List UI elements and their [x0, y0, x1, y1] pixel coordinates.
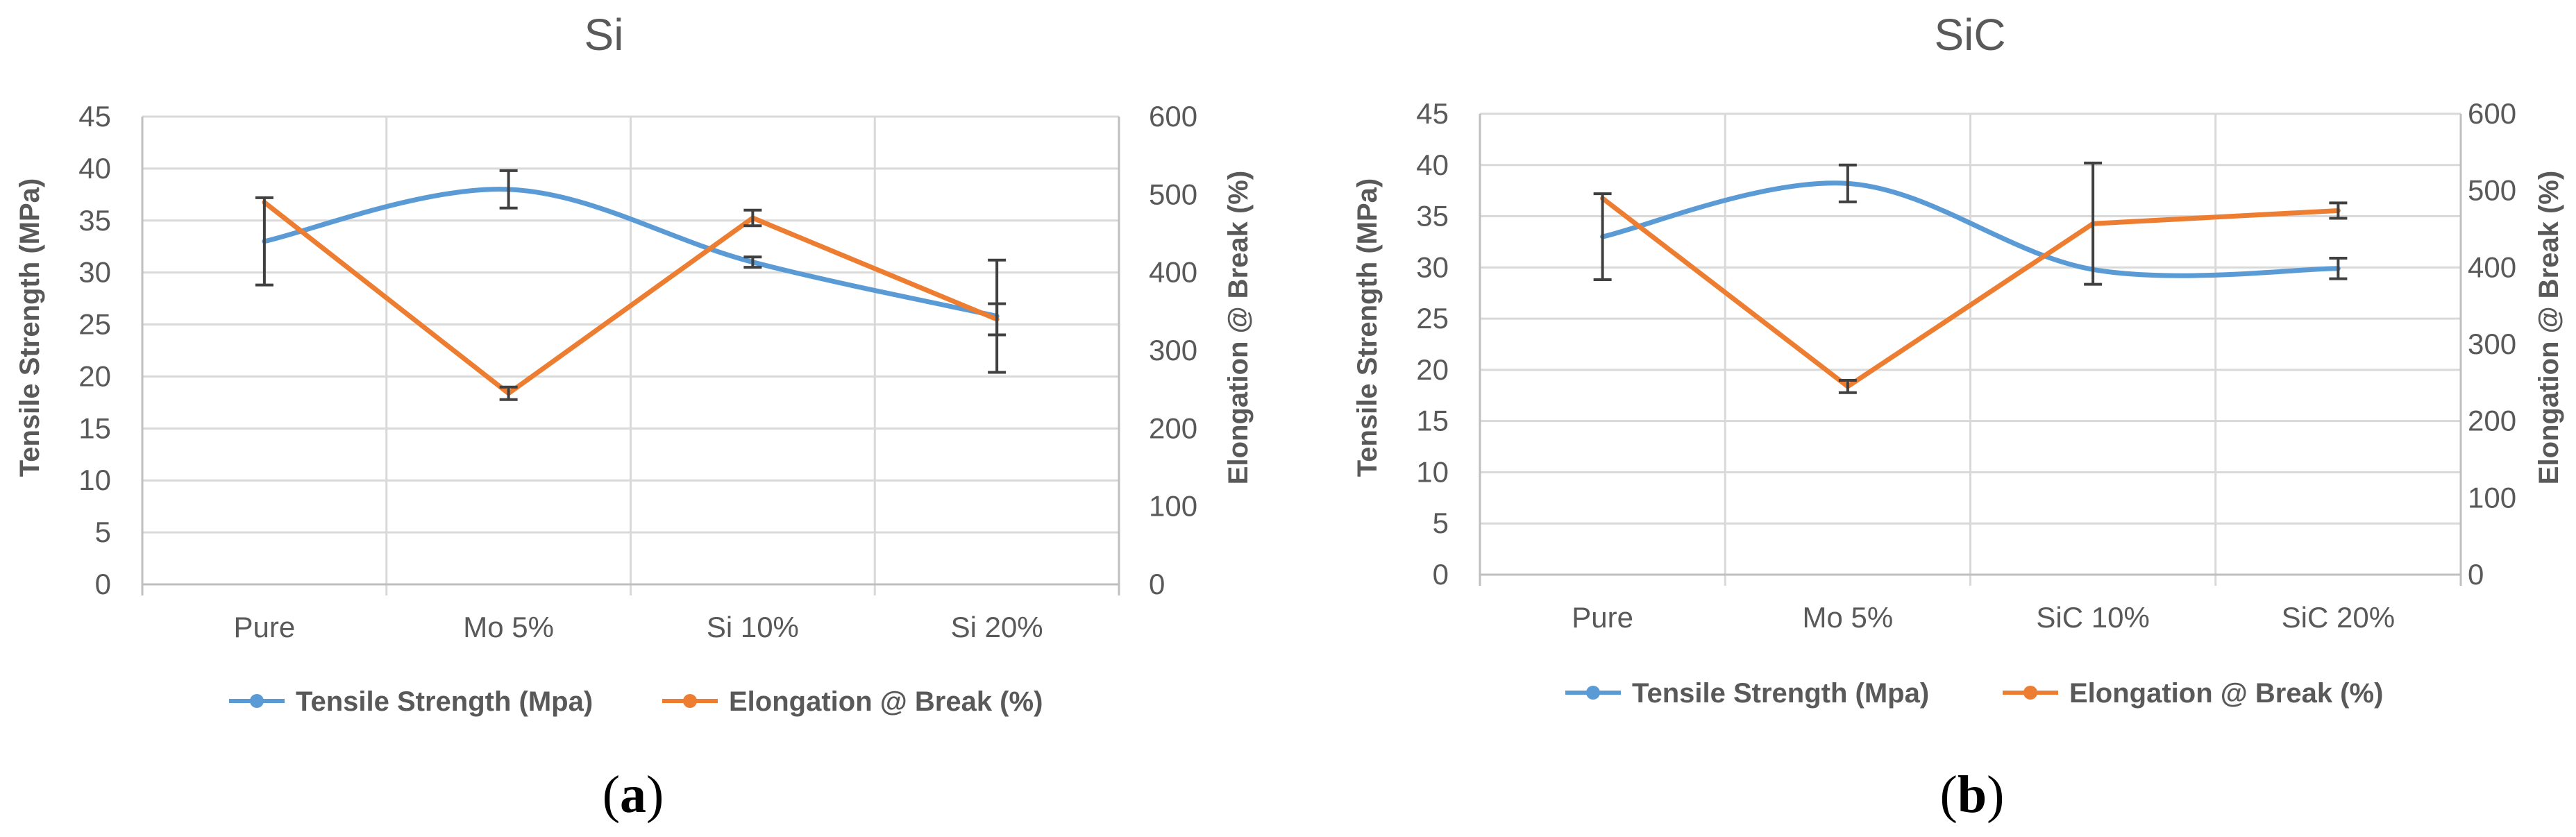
- legend-item-tensile-strength: Tensile Strength (Mpa): [1565, 678, 1929, 709]
- error-bar-tensile-strength-mpa-pure: [1593, 192, 1612, 282]
- legend-marker-tensile-strength: [250, 694, 264, 708]
- category-label-si-20: Si 20%: [951, 611, 1043, 643]
- right-tick-label: 200: [2468, 405, 2516, 437]
- error-bar-tensile-strength-mpa-mo-5: [499, 169, 518, 210]
- left-tick-label: 10: [78, 464, 111, 496]
- category-axis-labels: Pure Mo 5% Si 10% Si 20%: [234, 611, 1043, 643]
- left-axis-title: Tensile Strength (MPa): [1352, 178, 1383, 477]
- right-tick-label: 100: [1149, 490, 1197, 523]
- left-tick-label: 45: [1416, 97, 1449, 130]
- left-tick-label: 15: [78, 412, 111, 444]
- right-tick-label: 0: [2468, 558, 2484, 591]
- left-tick-label: 30: [1416, 251, 1449, 283]
- left-tick-label: 15: [1416, 405, 1449, 437]
- category-label-pure: Pure: [1572, 601, 1633, 634]
- left-tick-label: 20: [78, 360, 111, 392]
- legend-item-elongation: Elongation @ Break (%): [662, 686, 1043, 717]
- left-tick-label: 10: [1416, 455, 1449, 488]
- series-line-elongation-break: [262, 200, 1000, 396]
- error-bar-elongation-break-sic-20: [2329, 201, 2348, 220]
- chart-b: SiC 0 5 10 15 20 25 30 35 40 45 0 100 200 300 400 500 6…: [1352, 10, 2564, 824]
- legend-item-elongation: Elongation @ Break (%): [2003, 678, 2383, 709]
- right-tick-label: 200: [1149, 412, 1197, 444]
- right-tick-label: 400: [2468, 251, 2516, 283]
- error-bar-elongation-break-si-20: [988, 302, 1007, 337]
- figure-caption: (a): [603, 766, 664, 824]
- error-bar-elongation-break-sic-10: [2084, 161, 2103, 286]
- error-bar-elongation-break-mo-5: [1838, 379, 1857, 394]
- legend-label-elongation: Elongation @ Break (%): [2069, 678, 2383, 709]
- chart-a: Si 0 5 10 15 20 25 30 35 40 45 0 100 200 300 400 500 60…: [15, 10, 1254, 824]
- left-tick-label: 25: [1416, 302, 1449, 335]
- legend-label-tensile-strength: Tensile Strength (Mpa): [1632, 678, 1929, 709]
- left-tick-label: 25: [78, 308, 111, 341]
- left-tick-label: 35: [78, 204, 111, 237]
- error-bar-tensile-strength-mpa-sic-20: [2329, 257, 2348, 280]
- right-tick-label: 300: [1149, 334, 1197, 366]
- figure-caption: (b): [1940, 766, 2005, 824]
- axes: [141, 117, 1120, 595]
- left-tick-label: 30: [78, 256, 111, 289]
- left-tick-label: 45: [78, 100, 111, 133]
- right-axis-title: Elongation @ Break (%): [1223, 171, 1254, 484]
- left-tick-label: 0: [95, 568, 111, 600]
- gridlines: [1480, 112, 2461, 586]
- category-label-pure: Pure: [234, 611, 296, 643]
- axes: [1479, 114, 2462, 586]
- legend: Tensile Strength (Mpa) Elongation @ Brea…: [1565, 678, 2383, 709]
- series-line-tensile-strength-mpa: [262, 187, 1000, 319]
- category-label-mo-5: Mo 5%: [463, 611, 554, 643]
- error-bar-tensile-strength-mpa-si-10: [743, 255, 762, 269]
- left-tick-label: 20: [1416, 353, 1449, 386]
- right-axis-ticks: 0 100 200 300 400 500 600: [1149, 100, 1197, 600]
- right-tick-label: 300: [2468, 328, 2516, 360]
- legend-label-elongation: Elongation @ Break (%): [729, 686, 1043, 717]
- legend: Tensile Strength (Mpa) Elongation @ Brea…: [229, 686, 1043, 717]
- error-bar-elongation-break-mo-5: [499, 385, 518, 401]
- left-axis-ticks: 0 5 10 15 20 25 30 35 40 45: [78, 100, 111, 600]
- category-label-mo-5: Mo 5%: [1803, 601, 1894, 634]
- right-tick-label: 100: [2468, 481, 2516, 514]
- left-axis-ticks: 0 5 10 15 20 25 30 35 40 45: [1416, 97, 1449, 591]
- legend-marker-elongation: [2023, 686, 2037, 700]
- right-tick-label: 600: [2468, 97, 2516, 130]
- left-tick-label: 40: [1416, 149, 1449, 181]
- right-axis-title: Elongation @ Break (%): [2534, 171, 2564, 484]
- right-tick-label: 500: [1149, 178, 1197, 210]
- left-tick-label: 5: [1433, 507, 1449, 539]
- right-tick-label: 400: [1149, 256, 1197, 289]
- category-label-sic-20: SiC 20%: [2282, 601, 2395, 634]
- legend-label-tensile-strength: Tensile Strength (Mpa): [296, 686, 593, 717]
- gridlines: [142, 115, 1119, 595]
- error-bar-elongation-break-si-10: [743, 208, 762, 228]
- series-line-tensile-strength-mpa: [1600, 180, 2341, 278]
- chart-title: Si: [584, 10, 624, 60]
- category-label-sic-10: SiC 10%: [2036, 601, 2149, 634]
- legend-marker-elongation: [683, 694, 697, 708]
- left-tick-label: 5: [95, 516, 111, 548]
- right-axis-ticks: 0 100 200 300 400 500 600: [2468, 97, 2516, 591]
- series-line-elongation-break: [1600, 196, 2341, 389]
- chart-title: SiC: [1934, 10, 2005, 60]
- error-bar-tensile-strength-mpa-mo-5: [1838, 163, 1857, 203]
- legend-marker-tensile-strength: [1586, 686, 1600, 700]
- error-bar-tensile-strength-mpa-pure: [255, 196, 273, 287]
- right-tick-label: 0: [1149, 568, 1165, 600]
- category-label-si-10: Si 10%: [707, 611, 799, 643]
- data-series: [1593, 161, 2348, 394]
- left-tick-label: 0: [1433, 558, 1449, 591]
- right-tick-label: 600: [1149, 100, 1197, 133]
- right-tick-label: 500: [2468, 174, 2516, 207]
- data-series: [255, 169, 1007, 401]
- legend-item-tensile-strength: Tensile Strength (Mpa): [229, 686, 593, 717]
- left-tick-label: 35: [1416, 200, 1449, 232]
- left-tick-label: 40: [78, 152, 111, 185]
- left-axis-title: Tensile Strength (MPa): [15, 178, 45, 477]
- category-axis-labels: Pure Mo 5% SiC 10% SiC 20%: [1572, 601, 2395, 634]
